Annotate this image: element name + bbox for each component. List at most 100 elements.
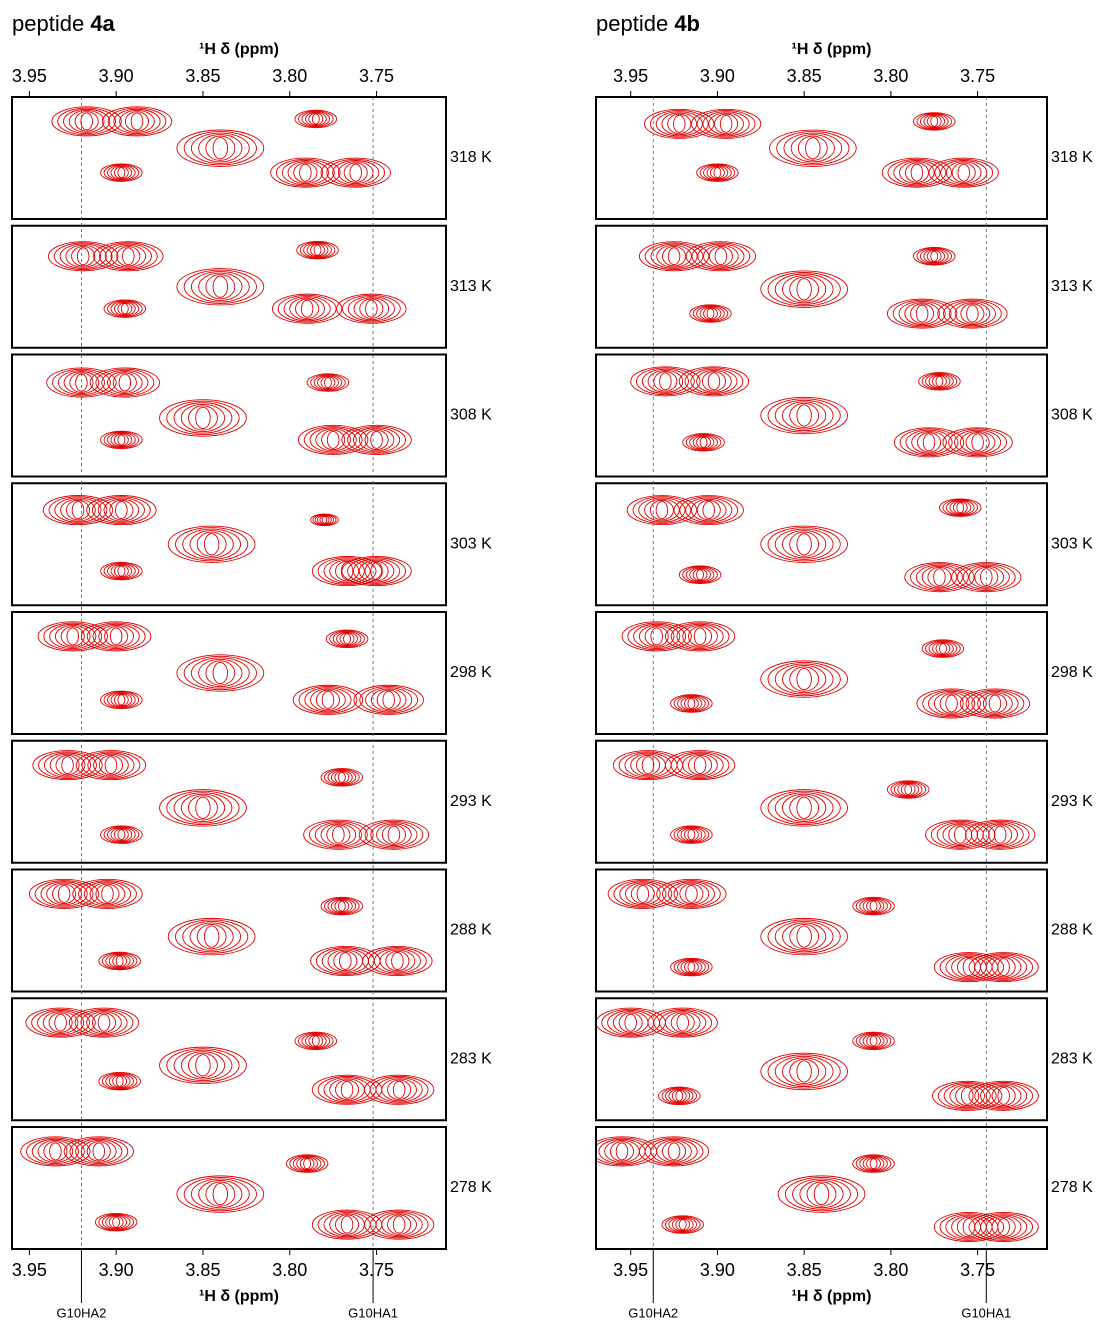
contour — [335, 900, 349, 912]
contour — [382, 1079, 417, 1101]
contour — [797, 926, 811, 947]
contour — [110, 628, 122, 645]
contour — [657, 879, 726, 908]
contour — [75, 112, 98, 131]
contour — [639, 625, 674, 647]
contour — [761, 526, 848, 562]
contour — [114, 694, 128, 706]
contour — [782, 1058, 825, 1085]
contour — [911, 164, 923, 181]
contour — [648, 1008, 717, 1037]
contour — [714, 168, 721, 178]
contour — [290, 298, 325, 320]
contour — [693, 569, 707, 581]
contour — [807, 1182, 836, 1206]
contour — [94, 242, 163, 271]
contour — [710, 167, 724, 179]
contour — [359, 429, 394, 451]
contour — [715, 114, 738, 133]
contour — [87, 1142, 110, 1161]
contour — [668, 114, 691, 133]
contour — [761, 790, 848, 826]
contour — [867, 1158, 881, 1170]
contour — [98, 1014, 110, 1031]
contour — [335, 1080, 358, 1099]
contour — [167, 791, 239, 824]
contour — [882, 158, 951, 187]
contour — [111, 245, 146, 267]
contour — [668, 1143, 680, 1160]
contour — [694, 628, 706, 645]
contour — [662, 247, 685, 266]
contour — [983, 824, 1018, 846]
panel-frame — [12, 870, 446, 992]
contour — [686, 242, 755, 271]
contour — [118, 830, 125, 840]
contour — [986, 1085, 1021, 1107]
contour — [654, 372, 677, 391]
contour — [116, 502, 128, 519]
contour — [49, 1013, 72, 1032]
contour — [768, 1055, 840, 1088]
contour — [113, 373, 136, 392]
contour — [689, 627, 712, 646]
x-tick-label: 3.75 — [960, 1260, 995, 1280]
contour — [791, 135, 834, 162]
contour — [969, 1081, 1038, 1110]
contour — [327, 431, 339, 448]
contour — [673, 115, 685, 132]
contour — [676, 1219, 690, 1231]
contour — [587, 1137, 656, 1166]
x-tick-label: 3.85 — [185, 66, 220, 86]
contour — [596, 1008, 665, 1037]
panel-label: 303 K — [1051, 535, 1093, 552]
contour — [680, 884, 703, 903]
x-axis-title-top: ¹H δ (ppm) — [199, 41, 279, 58]
contour — [952, 163, 975, 182]
contour — [213, 276, 227, 297]
contour — [388, 1215, 411, 1234]
contour — [683, 754, 718, 776]
x-tick-label: 3.95 — [12, 66, 47, 86]
contour — [184, 270, 256, 303]
panel-label: 318 K — [450, 149, 492, 166]
contour — [196, 407, 210, 428]
contour — [197, 924, 226, 948]
contour — [110, 500, 133, 519]
x-axis-title-bottom: ¹H δ (ppm) — [199, 1288, 279, 1305]
contour — [797, 797, 811, 818]
contour — [206, 136, 235, 160]
contour — [335, 561, 358, 580]
panel-contours — [627, 496, 1021, 592]
chart: peptide 4a¹H δ (ppm)¹H δ (ppm)3.953.953.… — [12, 11, 492, 1321]
contour — [53, 884, 76, 903]
contour — [697, 370, 732, 392]
contour — [199, 273, 242, 300]
contour — [715, 248, 727, 265]
contour — [782, 531, 825, 558]
contour — [188, 406, 217, 430]
contour — [631, 754, 666, 776]
contour — [702, 372, 725, 391]
contour — [768, 399, 840, 432]
contour — [168, 526, 255, 562]
panel-contours — [613, 751, 1035, 850]
contour — [934, 693, 969, 715]
contour — [206, 1182, 235, 1206]
contour — [87, 496, 156, 525]
contour — [160, 400, 247, 436]
reference-label: G10HA2 — [57, 1305, 107, 1320]
contour — [335, 772, 349, 784]
panel-contours — [26, 1008, 434, 1104]
panel-contours — [48, 241, 406, 323]
contour — [927, 250, 941, 262]
contour — [377, 824, 412, 846]
contour — [887, 299, 956, 328]
contour — [709, 247, 732, 266]
contour — [928, 567, 951, 586]
contour — [645, 109, 714, 138]
contour — [114, 829, 128, 841]
contour — [311, 244, 325, 256]
x-tick-label: 3.75 — [359, 66, 394, 86]
contour — [961, 304, 984, 323]
